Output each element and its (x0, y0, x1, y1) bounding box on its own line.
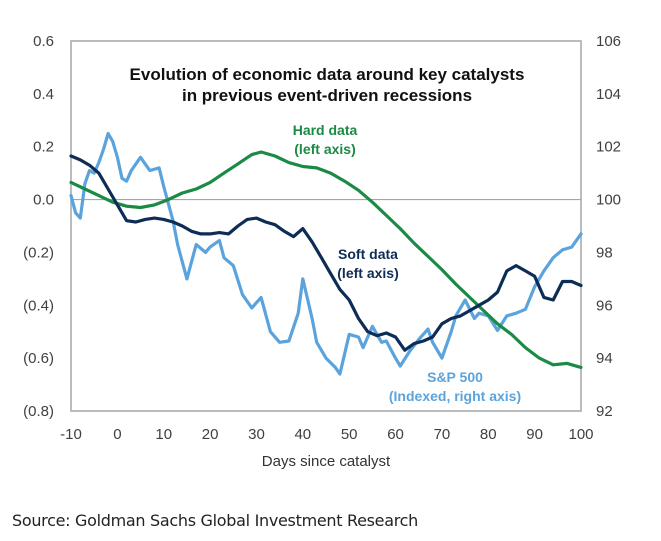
x-tick-label: 100 (568, 426, 593, 443)
left-tick-label: (0.2) (23, 244, 54, 261)
x-axis-label: Days since catalyst (262, 453, 391, 470)
right-tick-label: 104 (596, 86, 621, 103)
right-tick-label: 94 (596, 350, 613, 367)
left-tick-label: (0.8) (23, 403, 54, 420)
x-tick-label: 30 (248, 426, 265, 443)
left-tick-label: 0.6 (33, 33, 54, 50)
x-tick-label: 10 (155, 426, 172, 443)
chart-title-line-2: in previous event-driven recessions (182, 86, 472, 105)
x-tick-label: -10 (60, 426, 82, 443)
hard-data-line (69, 150, 583, 369)
right-tick-label: 98 (596, 244, 613, 261)
x-tick-label: 20 (202, 426, 219, 443)
x-axis-ticks: -10 0 10 20 30 40 50 60 70 80 90 100 (60, 426, 593, 443)
x-tick-label: 70 (434, 426, 451, 443)
chart-title-line-1: Evolution of economic data around key ca… (130, 65, 525, 84)
right-tick-label: 100 (596, 192, 621, 209)
hard-data-label-line-2: (left axis) (294, 141, 355, 157)
left-tick-label: (0.4) (23, 297, 54, 314)
x-tick-label: 80 (480, 426, 497, 443)
source-note: Source: Goldman Sachs Global Investment … (12, 511, 418, 530)
x-tick-label: 50 (341, 426, 358, 443)
series-lines (69, 131, 583, 376)
right-tick-label: 92 (596, 403, 613, 420)
sp500-label-line-2: (Indexed, right axis) (389, 388, 521, 404)
x-tick-label: 60 (387, 426, 404, 443)
right-axis-ticks: 106 104 102 100 98 96 94 92 (596, 33, 621, 420)
left-tick-label: 0.2 (33, 139, 54, 156)
left-tick-label: 0.0 (33, 192, 54, 209)
s-p-500-line (69, 131, 583, 376)
sp500-label-line-1: S&P 500 (427, 369, 483, 385)
x-tick-label: 90 (526, 426, 543, 443)
right-tick-label: 106 (596, 33, 621, 50)
x-tick-label: 0 (113, 426, 121, 443)
left-axis-ticks: 0.6 0.4 0.2 0.0 (0.2) (0.4) (0.6) (0.8) (23, 33, 54, 420)
left-tick-label: (0.6) (23, 350, 54, 367)
x-tick-label: 40 (294, 426, 311, 443)
soft-data-label-line-1: Soft data (338, 246, 398, 262)
right-tick-label: 96 (596, 297, 613, 314)
chart: 0.60.40.20.0(0.2)(0.4)(0.6)(0.8) 1061041… (23, 33, 621, 470)
left-tick-label: 0.4 (33, 86, 54, 103)
right-tick-label: 102 (596, 139, 621, 156)
soft-data-line (69, 154, 583, 352)
hard-data-label-line-1: Hard data (293, 122, 358, 138)
plot-area (70, 40, 582, 412)
soft-data-label-line-2: (left axis) (337, 265, 398, 281)
